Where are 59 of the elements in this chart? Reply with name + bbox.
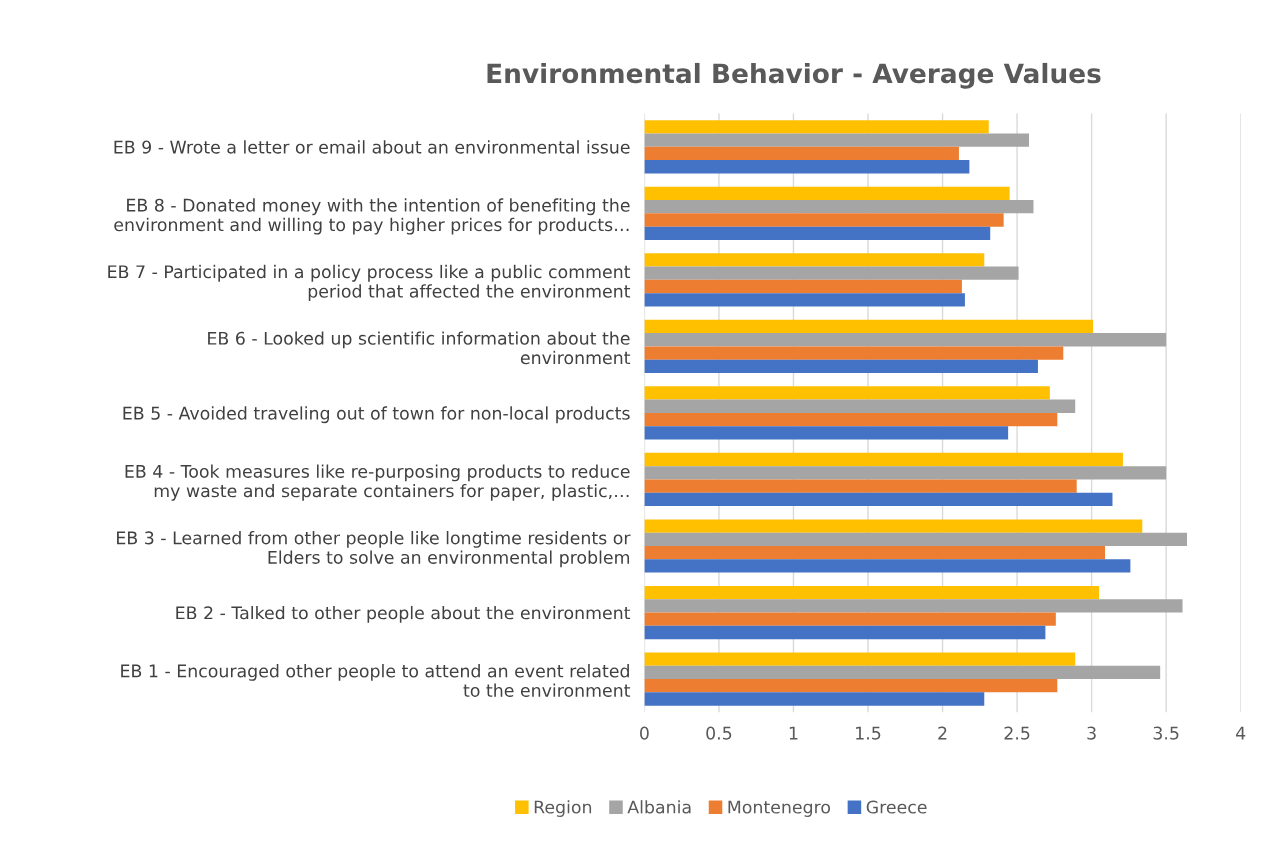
bar (644, 426, 1009, 440)
legend-label: Montenegro (728, 800, 831, 817)
bar (644, 186, 1010, 201)
bar (644, 412, 1058, 427)
x-tick-label: 3 (1087, 726, 1096, 740)
bar (644, 479, 1077, 493)
bar (644, 226, 991, 240)
legend-label: Region (534, 800, 592, 817)
y-tick-label: EB 5 - Avoided traveling out of town for non-local products (123, 406, 630, 424)
bar (644, 333, 1167, 347)
bar (644, 133, 1029, 147)
bar (644, 492, 1113, 507)
y-tick-label: EB 6 - Looked up scientific information about the environment (208, 331, 631, 365)
x-tick-label: 4 (1236, 726, 1246, 740)
x-tick-label: 1 (789, 726, 798, 740)
bar (644, 399, 1076, 413)
bar (644, 546, 1106, 560)
bar (644, 319, 1094, 334)
bar (644, 266, 1019, 280)
bar (644, 120, 989, 134)
bar (644, 652, 1076, 666)
bar (644, 612, 1056, 626)
bar (644, 386, 1050, 400)
bar (644, 346, 1064, 360)
bar (644, 625, 1046, 640)
x-tick-label: 0 (640, 726, 649, 740)
x-tick-label: 1.5 (856, 726, 881, 740)
bar (644, 692, 985, 706)
bar (644, 665, 1161, 680)
bar (644, 359, 1038, 374)
bar (644, 585, 1100, 600)
y-tick-label: EB 3 - Learned from other people like longtime residents or Elders to solve an environmental problem (117, 531, 631, 568)
bar (644, 559, 1131, 573)
x-tick-label: 2 (938, 726, 947, 740)
y-tick-label: EB 2 - Talked to other people about the environment (176, 605, 631, 623)
chart-title: Environmental Behavior - Average Values (487, 62, 1101, 89)
x-tick-label: 3.5 (1153, 726, 1179, 740)
bar (644, 146, 959, 161)
bar (644, 532, 1188, 546)
y-tick-label: EB 9 - Wrote a letter or email about an environmental issue (114, 140, 630, 154)
bar (644, 519, 1143, 533)
y-tick-label: EB 7 - Participated in a policy process like a public comment period that affected the environment (108, 264, 631, 302)
bar (644, 213, 1004, 227)
legend-label: Greece (866, 800, 927, 814)
bar (644, 452, 1123, 467)
bar (644, 200, 1034, 214)
bar (644, 293, 965, 307)
y-tick-label: EB 8 - Donated money with the intention of benefiting the environment and willing to pay higher prices for products… (114, 198, 630, 235)
y-tick-label: EB 1 - Encouraged other people to attend an event related to the environment (121, 664, 631, 697)
bar (644, 253, 985, 267)
bar (644, 679, 1058, 693)
legend-label: Albania (627, 800, 691, 814)
bar (644, 160, 970, 174)
y-tick-label: EB 4 - Took measures like re-purposing products to reduce my waste and separate containers for paper, plastic,… (125, 464, 630, 501)
x-tick-label: 0.5 (706, 726, 732, 740)
bar (644, 599, 1183, 613)
bar (644, 279, 962, 294)
x-tick-label: 2.5 (1004, 726, 1030, 740)
bar (644, 466, 1167, 480)
